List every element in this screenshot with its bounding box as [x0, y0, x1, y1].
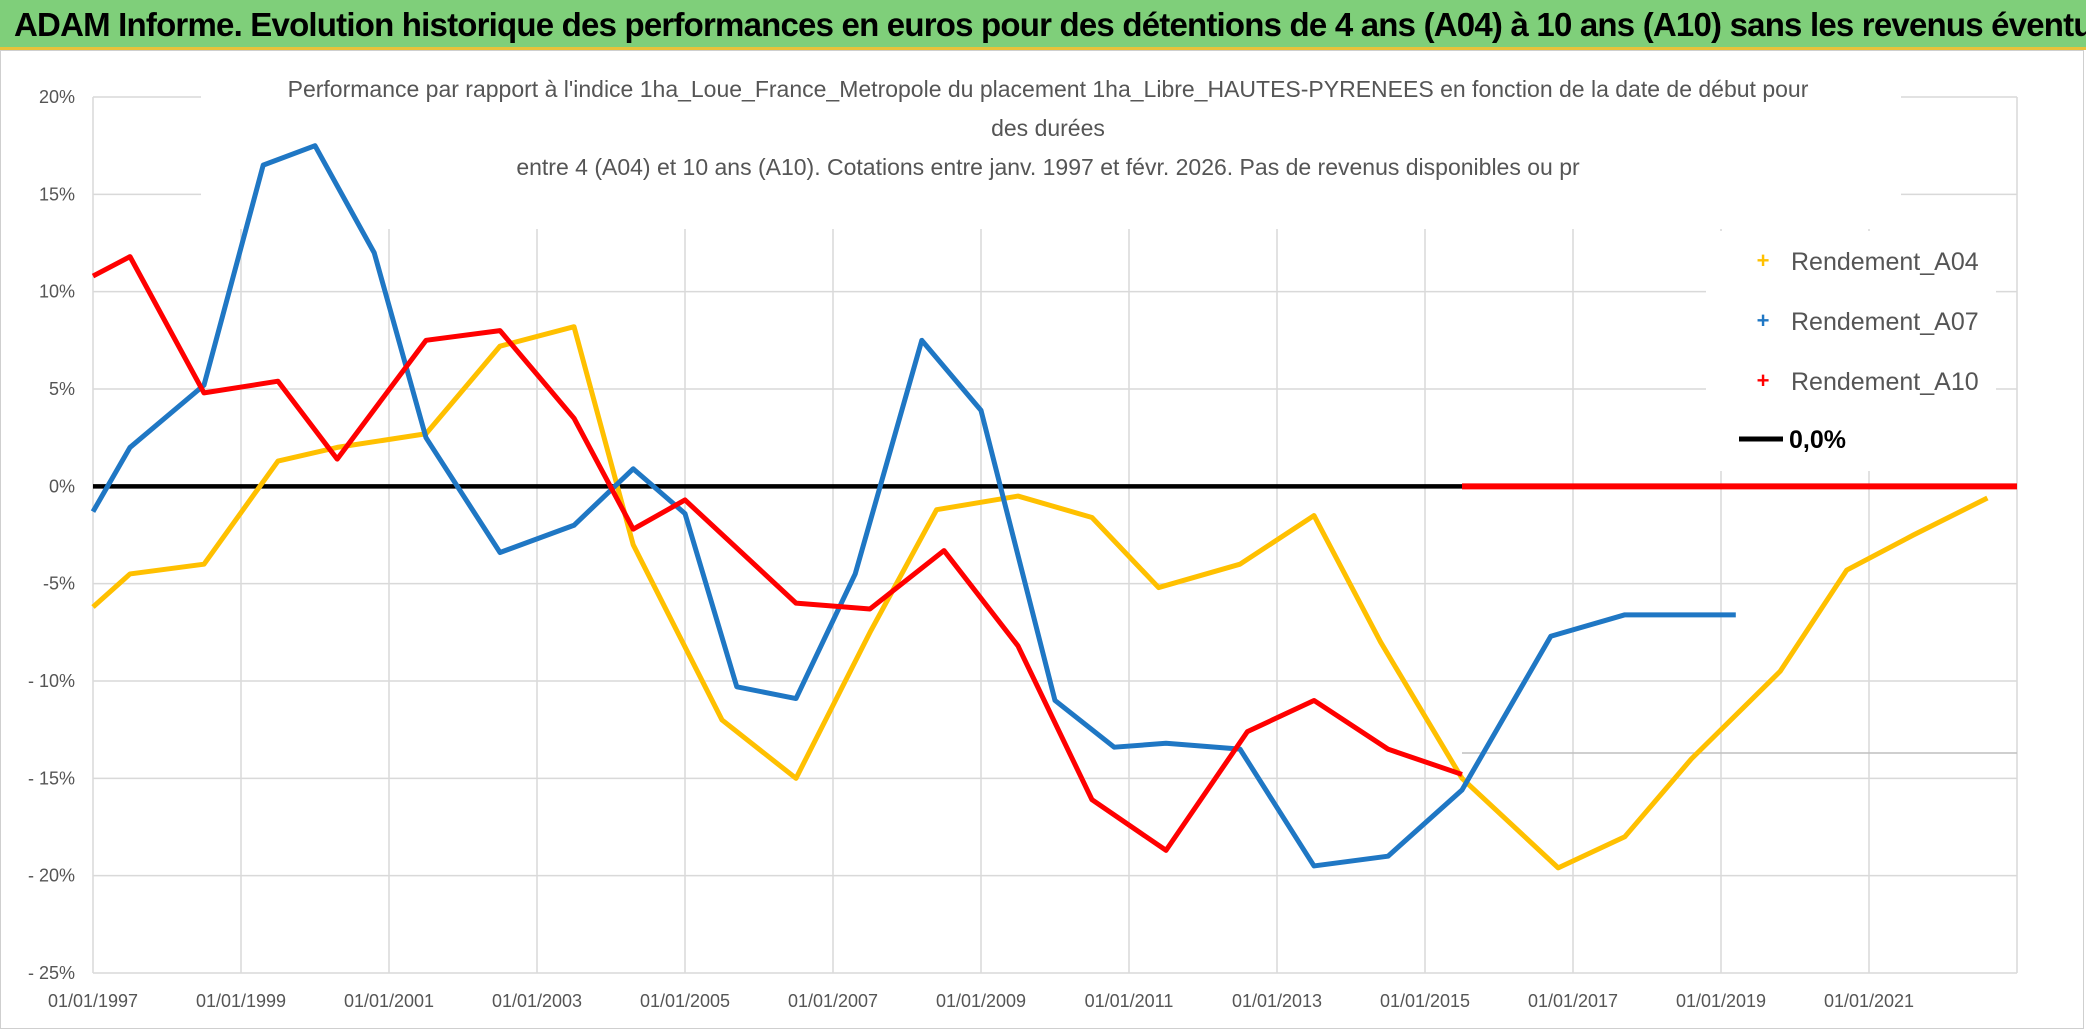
series-line-rendement_a10: [91, 254, 1463, 853]
series-layer: [90, 143, 2017, 871]
y-tick-label: -5%: [43, 574, 75, 594]
series-line-rendement_a04: [91, 324, 1989, 871]
x-tick-label: 01/01/2001: [344, 991, 434, 1011]
x-tick-label: 01/01/2003: [492, 991, 582, 1011]
x-tick-label: 01/01/2009: [936, 991, 1026, 1011]
chart-frame: Performance par rapport à l'indice 1ha_L…: [0, 50, 2084, 1029]
legend-entry: Rendement_A07: [1791, 308, 1979, 336]
y-tick-label: - 10%: [28, 671, 75, 691]
x-tick-label: 01/01/2021: [1824, 991, 1914, 1011]
banner: ADAM Informe. Evolution historique des p…: [0, 0, 2086, 50]
chart-title-line: des durées: [991, 115, 1105, 141]
chart-title-line: Performance par rapport à l'indice 1ha_L…: [288, 76, 1809, 102]
title-background: [201, 79, 1901, 229]
x-tick-label: 01/01/2017: [1528, 991, 1618, 1011]
chart-canvas: Performance par rapport à l'indice 1ha_L…: [28, 76, 2018, 1011]
x-tick-label: 01/01/2011: [1085, 991, 1174, 1011]
y-tick-label: - 20%: [28, 866, 75, 886]
y-tick-label: 0%: [49, 476, 75, 496]
x-tick-label: 01/01/1997: [48, 991, 138, 1011]
y-tick-label: 15%: [39, 184, 75, 204]
x-tick-label: 01/01/1999: [196, 991, 286, 1011]
axis-layer: 20% 15% 10% 5% 0% -5% - 10% - 15% - 20% - 25% 01/0…: [28, 87, 1914, 1011]
legend-marker: +: [1757, 368, 1770, 393]
x-tick-label: 01/01/2005: [640, 991, 730, 1011]
x-tick-label: 01/01/2019: [1676, 991, 1766, 1011]
y-tick-label: - 15%: [28, 768, 75, 788]
x-tick-label: 01/01/2007: [788, 991, 878, 1011]
y-tick-label: 10%: [39, 282, 75, 302]
x-tick-label: 01/01/2015: [1380, 991, 1470, 1011]
y-tick-label: 5%: [49, 379, 75, 399]
y-tick-label: 20%: [39, 87, 75, 107]
legend-entry: Rendement_A10: [1791, 368, 1979, 396]
legend-background: [1706, 231, 1996, 471]
legend-marker: +: [1757, 248, 1770, 273]
series-line-rendement_a07: [90, 143, 1736, 869]
legend: + Rendement_A04 + Rendement_A07 + Rendement_A…: [1706, 231, 1996, 471]
legend-entry: Rendement_A04: [1791, 248, 1979, 276]
banner-title: ADAM Informe. Evolution historique des p…: [14, 6, 2086, 43]
chart-title-line: entre 4 (A04) et 10 ans (A10). Cotations…: [516, 154, 1580, 180]
legend-entry: 0,0%: [1789, 426, 1846, 454]
chart-title: Performance par rapport à l'indice 1ha_L…: [201, 76, 1901, 229]
x-tick-label: 01/01/2013: [1232, 991, 1322, 1011]
y-tick-label: - 25%: [28, 963, 75, 983]
legend-marker: +: [1757, 308, 1770, 333]
